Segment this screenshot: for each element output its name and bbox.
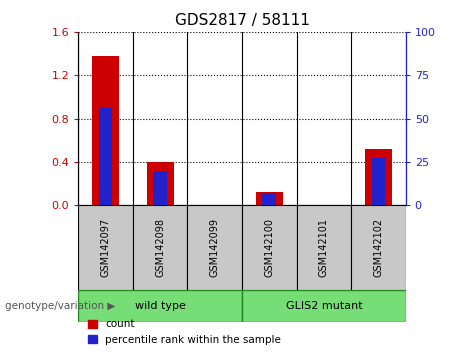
Bar <box>78 290 242 322</box>
Text: GLIS2 mutant: GLIS2 mutant <box>285 301 362 311</box>
Bar <box>262 193 276 205</box>
Bar <box>256 192 283 205</box>
Legend: count, percentile rank within the sample: count, percentile rank within the sample <box>83 315 285 349</box>
Bar <box>133 205 188 290</box>
Bar <box>242 205 296 290</box>
Bar <box>92 56 119 205</box>
Text: GSM142097: GSM142097 <box>100 218 111 278</box>
Text: genotype/variation ▶: genotype/variation ▶ <box>5 301 115 311</box>
Text: GSM142102: GSM142102 <box>373 218 384 278</box>
Bar <box>154 171 167 205</box>
Text: GSM142098: GSM142098 <box>155 218 165 277</box>
Text: GSM142099: GSM142099 <box>210 218 220 277</box>
Bar <box>78 205 133 290</box>
Bar <box>351 205 406 290</box>
Text: wild type: wild type <box>135 301 186 311</box>
Bar <box>242 290 406 322</box>
Bar <box>372 159 385 205</box>
Text: GSM142101: GSM142101 <box>319 218 329 277</box>
Bar <box>188 205 242 290</box>
Title: GDS2817 / 58111: GDS2817 / 58111 <box>175 13 309 28</box>
Bar <box>365 149 392 205</box>
Bar <box>296 205 351 290</box>
Bar <box>147 162 174 205</box>
Bar <box>99 108 112 205</box>
Text: GSM142100: GSM142100 <box>264 218 274 277</box>
